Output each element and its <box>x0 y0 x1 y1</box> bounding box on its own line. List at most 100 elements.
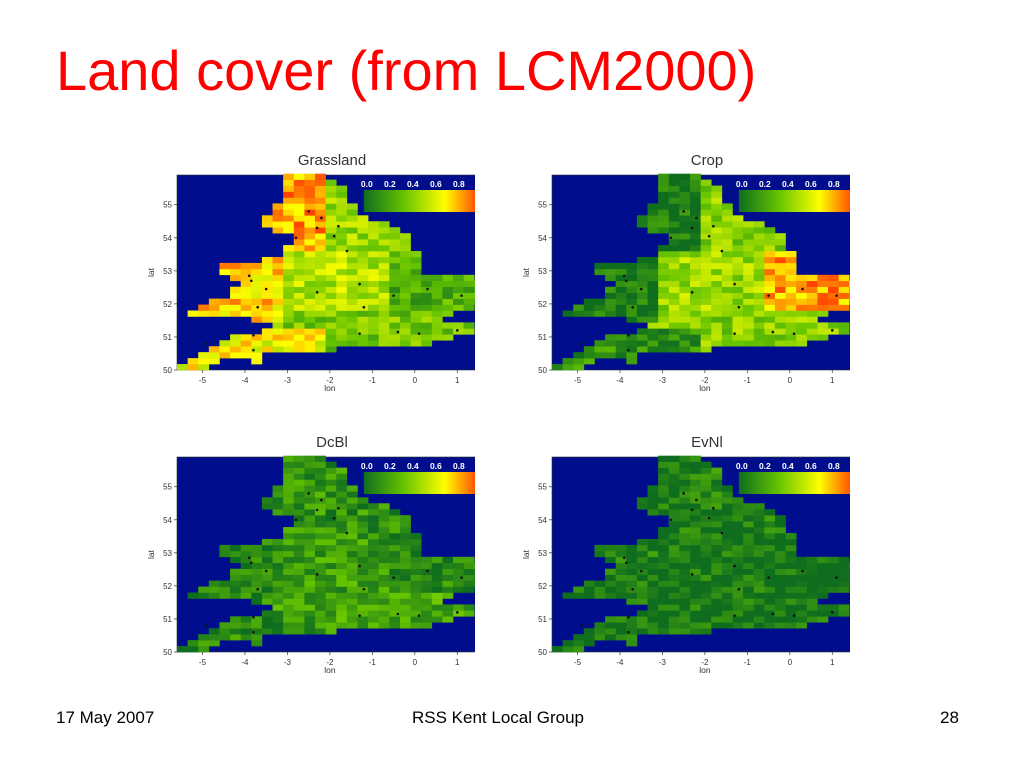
heatmap-cell <box>743 503 755 510</box>
heatmap-cell <box>711 544 723 552</box>
heatmap-cell <box>690 298 701 305</box>
heatmap-cell <box>431 274 443 282</box>
heatmap-cell <box>272 298 284 305</box>
heatmap-cell <box>711 197 723 204</box>
colorbar <box>363 190 475 212</box>
heatmap-cell <box>261 328 273 335</box>
heatmap-cell <box>261 221 273 228</box>
heatmap-cell <box>261 340 273 347</box>
y-tick-label: 51 <box>163 615 172 624</box>
heatmap-cell <box>626 640 638 647</box>
heatmap-cell <box>368 533 380 540</box>
heatmap-cell <box>668 280 680 288</box>
heatmap-cell <box>764 262 776 270</box>
heatmap-cell <box>315 191 326 198</box>
heatmap-cell <box>336 215 348 222</box>
heatmap-cell <box>785 322 797 329</box>
heatmap-cell <box>315 473 326 480</box>
heatmap-cell <box>240 616 252 623</box>
heatmap-cell <box>368 568 380 575</box>
heatmap-cell <box>732 521 744 528</box>
heatmap-cell <box>817 580 829 587</box>
heatmap-cell <box>389 556 401 564</box>
heatmap-cell <box>732 292 744 299</box>
heatmap-cell <box>583 634 595 641</box>
heatmap-cell <box>378 251 390 258</box>
heatmap-cell <box>410 286 422 293</box>
heatmap-cell <box>357 622 369 629</box>
heatmap-cell <box>368 604 380 611</box>
heatmap-cell <box>272 221 284 228</box>
heatmap-cell <box>315 316 326 323</box>
heatmap-cell <box>658 256 670 264</box>
heatmap-cell <box>346 521 358 528</box>
heatmap-cell <box>636 221 648 228</box>
heatmap-cell <box>304 616 316 623</box>
heatmap-cell <box>785 586 797 593</box>
heatmap-cell <box>336 550 348 558</box>
heatmap-cell <box>732 340 744 347</box>
heatmap-cell <box>272 262 284 270</box>
heatmap-cell <box>240 346 252 353</box>
heatmap-cell <box>230 304 241 311</box>
station-marker <box>315 291 319 294</box>
heatmap-cell <box>721 280 733 288</box>
heatmap-cell <box>240 352 252 359</box>
heatmap-cell <box>442 304 454 311</box>
station-marker <box>294 518 298 522</box>
heatmap-cell <box>605 310 616 317</box>
heatmap-cell <box>431 286 443 293</box>
heatmap-cell <box>293 491 305 498</box>
heatmap-cell <box>615 352 627 359</box>
heatmap-cell <box>283 556 295 564</box>
heatmap-cell <box>817 274 829 282</box>
heatmap-cell <box>219 346 231 353</box>
heatmap-cell <box>743 562 755 570</box>
heatmap-cell <box>647 616 659 623</box>
heatmap-cell <box>753 221 765 228</box>
heatmap-cell <box>346 497 358 504</box>
heatmap-cell <box>304 310 316 317</box>
heatmap-cell <box>336 622 348 629</box>
heatmap-cell <box>293 622 305 629</box>
heatmap-cell <box>658 274 670 282</box>
heatmap-cell <box>283 491 295 498</box>
x-axis-label: lon <box>699 383 711 393</box>
heatmap-cell <box>378 239 390 246</box>
heatmap-cell <box>357 497 369 504</box>
heatmap-cell <box>721 580 733 587</box>
heatmap-cell <box>261 346 273 353</box>
heatmap-cell <box>304 497 316 504</box>
heatmap-cell <box>389 239 401 246</box>
heatmap-cell <box>668 346 680 353</box>
heatmap-cell <box>431 610 443 617</box>
heatmap-cell <box>357 538 369 546</box>
heatmap-cell <box>293 346 305 353</box>
heatmap-cell <box>293 521 305 528</box>
heatmap-cell <box>272 203 284 210</box>
station-marker <box>358 332 361 335</box>
heatmap-cell <box>261 298 273 305</box>
heatmap-cell <box>368 298 380 305</box>
heatmap-cell <box>272 628 284 635</box>
heatmap-cell <box>583 352 595 359</box>
heatmap-cell <box>690 310 701 317</box>
heatmap-cell <box>325 491 337 498</box>
station-marker <box>835 294 838 297</box>
heatmap-cell <box>357 574 369 581</box>
heatmap-cell <box>796 280 808 288</box>
heatmap-cell <box>208 628 220 635</box>
heatmap-cell <box>315 251 326 258</box>
heatmap-cell <box>336 479 348 486</box>
heatmap-cell <box>817 604 829 611</box>
heatmap-cell <box>272 322 284 329</box>
heatmap-cell <box>346 227 358 234</box>
heatmap-cell <box>626 352 638 359</box>
heatmap-cell <box>315 239 326 246</box>
heatmap-cell <box>240 556 252 564</box>
heatmap-cell <box>732 256 744 264</box>
heatmap-cell <box>721 485 733 492</box>
heatmap-cell <box>453 586 464 593</box>
heatmap-cell <box>293 616 305 623</box>
heatmap-cell <box>315 622 326 629</box>
